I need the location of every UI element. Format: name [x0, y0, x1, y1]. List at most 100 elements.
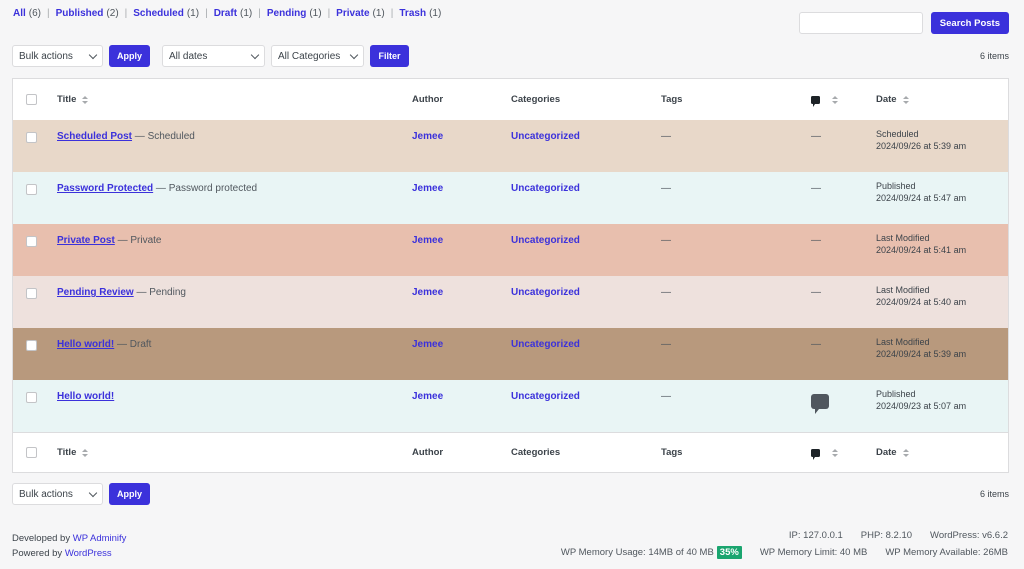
date-cell: Published 2024/09/23 at 5:07 am [876, 388, 1008, 412]
comments-cell: — [811, 131, 876, 142]
status-filter-label: Published [55, 8, 104, 19]
status-filter-all[interactable]: All (6) [13, 8, 41, 19]
author-link[interactable]: Jemee [412, 131, 444, 142]
status-filter-draft[interactable]: Draft (1) [214, 8, 253, 19]
row-checkbox[interactable] [26, 288, 37, 299]
memory-available: WP Memory Available: 26MB [885, 547, 1008, 558]
column-tags-header: Tags [661, 94, 811, 105]
posts-table: Title Author Categories Tags Date Schedu… [12, 78, 1009, 473]
chevron-down-icon [88, 50, 98, 59]
comment-bubble-icon[interactable] [811, 394, 829, 414]
apply-button[interactable]: Apply [109, 45, 150, 67]
title-cell: Pending Review — Pending [57, 287, 412, 298]
status-filter-count: (1) [240, 8, 253, 19]
dates-filter-select[interactable]: All dates [162, 45, 265, 67]
date-value: 2024/09/24 at 5:40 am [876, 297, 967, 307]
comments-cell: — [811, 183, 876, 194]
row-checkbox[interactable] [26, 236, 37, 247]
status-filter-label: All [13, 8, 26, 19]
table-row: Hello world! Jemee Uncategorized — Publi… [13, 380, 1008, 432]
column-title-header[interactable]: Title [57, 94, 412, 105]
status-filter-count: (2) [106, 8, 119, 19]
comments-value: — [811, 183, 821, 194]
column-comments-footer[interactable] [811, 448, 876, 460]
post-state: — Password protected [153, 183, 258, 194]
search-input[interactable] [798, 12, 923, 34]
post-title-link[interactable]: Private Post [57, 235, 115, 246]
comments-cell: — [811, 287, 876, 298]
search-posts-button[interactable]: Search Posts [930, 12, 1009, 34]
apply-button[interactable]: Apply [109, 483, 150, 505]
separator: | [258, 8, 261, 19]
author-link[interactable]: Jemee [412, 235, 444, 246]
status-filter-published[interactable]: Published (2) [56, 8, 119, 19]
table-header: Title Author Categories Tags Date [13, 79, 1008, 120]
category-link[interactable]: Uncategorized [511, 287, 580, 298]
category-link[interactable]: Uncategorized [511, 391, 580, 402]
category-link[interactable]: Uncategorized [511, 235, 580, 246]
row-checkbox[interactable] [26, 340, 37, 351]
table-row: Pending Review — Pending Jemee Uncategor… [13, 276, 1008, 328]
select-all-checkbox[interactable] [26, 94, 37, 105]
title-cell: Password Protected — Password protected [57, 183, 412, 194]
categories-filter-value: All Categories [278, 50, 341, 62]
date-status: Last Modified [876, 337, 930, 347]
status-filter-count: (1) [186, 8, 200, 19]
category-link[interactable]: Uncategorized [511, 339, 580, 350]
comments-cell[interactable] [811, 391, 876, 414]
items-count: 6 items [979, 489, 1009, 499]
column-categories-footer: Categories [511, 447, 661, 458]
column-label: Tags [661, 447, 683, 458]
select-all-checkbox[interactable] [26, 447, 37, 458]
status-filter-private[interactable]: Private (1) [336, 8, 385, 19]
column-date-footer[interactable]: Date [876, 447, 1008, 458]
row-checkbox[interactable] [26, 132, 37, 143]
categories-filter-select[interactable]: All Categories [271, 45, 364, 67]
post-title-link[interactable]: Scheduled Post [57, 131, 133, 142]
status-filter-label: Private [336, 8, 370, 19]
column-label: Author [412, 447, 444, 458]
status-filter-count: (1) [372, 8, 385, 19]
author-link[interactable]: Jemee [412, 287, 444, 298]
developed-by-text: Developed by [12, 533, 73, 544]
bulk-actions-select[interactable]: Bulk actions [12, 45, 103, 67]
wp-adminify-link[interactable]: WP Adminify [72, 533, 127, 544]
post-title-link[interactable]: Pending Review [57, 287, 134, 298]
status-filter-scheduled[interactable]: Scheduled (1) [133, 8, 199, 19]
table-row: Hello world! — Draft Jemee Uncategorized… [13, 328, 1008, 380]
post-title-link[interactable]: Hello world! [57, 339, 115, 350]
tags-value: — [661, 131, 671, 142]
filter-button[interactable]: Filter [370, 45, 409, 67]
status-filter-trash[interactable]: Trash (1) [399, 8, 441, 19]
author-link[interactable]: Jemee [412, 183, 444, 194]
post-state: — Draft [114, 339, 152, 350]
status-filter-count: (1) [309, 8, 322, 19]
row-checkbox[interactable] [26, 184, 37, 195]
wordpress-link[interactable]: WordPress [64, 548, 112, 559]
row-checkbox[interactable] [26, 392, 37, 403]
tags-value: — [661, 235, 671, 246]
post-title-link[interactable]: Password Protected [57, 183, 154, 194]
memory-usage-badge: 35% [716, 546, 742, 559]
separator: | [124, 8, 128, 19]
separator: | [205, 8, 208, 19]
status-filter-pending[interactable]: Pending (1) [267, 8, 322, 19]
author-link[interactable]: Jemee [412, 391, 444, 402]
post-state: — Pending [133, 287, 186, 298]
tablenav-top: Bulk actions Apply All dates All Categor… [12, 45, 1009, 67]
table-row: Private Post — Private Jemee Uncategoriz… [13, 224, 1008, 276]
bulk-actions-select[interactable]: Bulk actions [12, 483, 103, 505]
table-footer: Title Author Categories Tags Date [13, 432, 1008, 472]
category-link[interactable]: Uncategorized [511, 131, 580, 142]
post-title-link[interactable]: Hello world! [57, 391, 115, 402]
column-comments-header[interactable] [811, 95, 876, 107]
column-date-header[interactable]: Date [876, 94, 1008, 105]
category-link[interactable]: Uncategorized [511, 183, 580, 194]
separator: | [327, 8, 331, 19]
author-link[interactable]: Jemee [412, 339, 444, 350]
title-cell: Hello world! [57, 391, 412, 402]
column-title-footer[interactable]: Title [57, 447, 412, 458]
sort-icon [832, 95, 838, 104]
comment-icon [811, 95, 820, 107]
date-cell: Last Modified 2024/09/24 at 5:39 am [876, 336, 1008, 360]
